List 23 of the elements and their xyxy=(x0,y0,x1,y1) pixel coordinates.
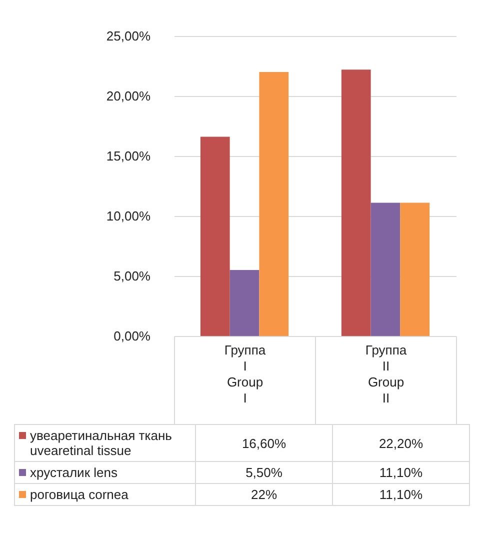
data-label: 11,10% xyxy=(332,462,470,484)
data-label: 22% xyxy=(196,484,332,506)
y-tick-label: 10,00% xyxy=(106,208,151,224)
x-tick-label: Группа I Group I xyxy=(224,342,266,406)
data-label: 5,50% xyxy=(196,462,332,484)
y-tick-label: 20,00% xyxy=(106,88,151,104)
legend-label: хрусталик lens xyxy=(30,465,118,480)
y-tick-label: 0,00% xyxy=(114,328,151,344)
data-label: 22,20% xyxy=(332,424,470,462)
y-tick-label: 25,00% xyxy=(106,28,151,44)
y-tick-label: 5,00% xyxy=(114,268,151,284)
bar xyxy=(370,202,400,336)
x-tick-label: Группа II Group II xyxy=(365,342,408,406)
legend-label: роговица cornea xyxy=(30,487,130,502)
bar xyxy=(230,270,260,336)
data-label: 16,60% xyxy=(196,424,332,462)
legend-label: увеаретинальная ткань uvearetinal tissue xyxy=(30,428,173,458)
bar xyxy=(259,72,289,336)
bar xyxy=(400,202,430,336)
data-label: 11,10% xyxy=(332,484,470,506)
y-tick-label: 15,00% xyxy=(106,148,151,164)
bar xyxy=(341,70,371,336)
bar xyxy=(200,136,230,336)
